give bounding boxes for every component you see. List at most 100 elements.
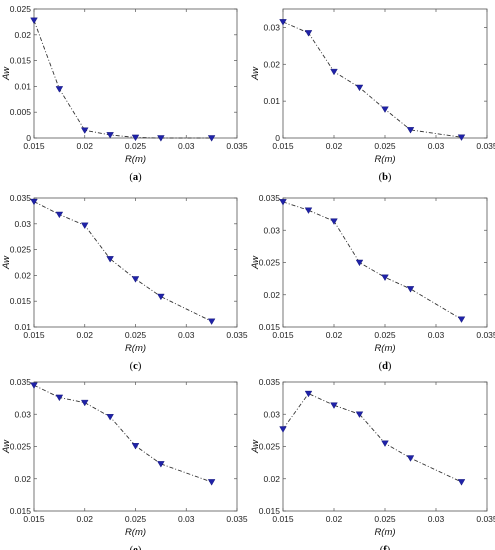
y-tick-label: 0.015 — [10, 506, 32, 516]
data-point — [157, 293, 165, 301]
x-tick-label: 0.025 — [374, 514, 396, 524]
data-point — [304, 390, 313, 398]
x-tick-label: 0.02 — [326, 514, 343, 524]
y-axis-label: Aw — [1, 255, 12, 270]
y-axis-label: Aw — [250, 66, 261, 81]
y-tick-label: 0.02 — [14, 474, 31, 484]
x-tick-label: 0.035 — [226, 141, 248, 151]
y-tick-label: 0 — [26, 133, 31, 143]
panel-label: (f) — [380, 545, 391, 550]
data-point — [381, 106, 389, 113]
data-point — [279, 19, 287, 26]
data-point — [304, 207, 313, 214]
x-tick-label: 0.03 — [428, 330, 445, 340]
data-point — [55, 86, 64, 93]
data-point — [381, 274, 389, 281]
panel-label: (c) — [130, 361, 142, 372]
data-point — [131, 276, 140, 283]
x-tick-label: 0.025 — [125, 514, 147, 524]
x-axis-label: R(m) — [125, 527, 146, 538]
y-axis-label: Aw — [250, 255, 261, 270]
y-tick-label: 0.015 — [259, 506, 281, 516]
y-tick-label: 0.03 — [263, 409, 280, 419]
chart-panel-f: 0.015 0.02 0.025 0.03 0.035 0.015 0.02 0.025 0.0… — [250, 377, 495, 550]
data-point — [406, 286, 415, 293]
x-tick-label: 0.035 — [476, 330, 495, 340]
data-point — [330, 218, 338, 225]
data-point — [381, 440, 389, 447]
x-tick-label: 0.03 — [428, 514, 445, 524]
y-axis-label: Aw — [1, 66, 12, 81]
y-tick-label: 0.035 — [10, 193, 32, 203]
x-tick-label: 0.035 — [226, 330, 248, 340]
x-tick-label: 0.015 — [23, 514, 45, 524]
x-axis-label: R(m) — [374, 527, 395, 538]
x-tick-label: 0.025 — [125, 141, 147, 151]
y-tick-label: 0.02 — [263, 59, 280, 69]
y-tick-label: 0.025 — [10, 4, 32, 14]
data-point — [157, 461, 165, 468]
x-tick-label: 0.03 — [428, 141, 445, 151]
x-tick-label: 0.02 — [326, 141, 343, 151]
chart-panel-d: 0.015 0.02 0.025 0.03 0.035 0.015 0.02 0.025 0.0… — [250, 193, 495, 372]
y-tick-label: 0.035 — [259, 377, 281, 387]
data-point — [81, 127, 89, 134]
y-tick-label: 0.01 — [14, 81, 31, 91]
x-tick-label: 0.035 — [226, 514, 248, 524]
data-point — [81, 399, 89, 407]
plot-frame — [33, 197, 238, 328]
y-tick-label: 0.03 — [263, 22, 280, 32]
y-tick-label: 0.025 — [259, 258, 281, 268]
y-tick-label: 0.035 — [10, 377, 32, 387]
data-point — [55, 211, 64, 219]
data-point — [457, 134, 466, 141]
chart-panel-c: 0.015 0.02 0.025 0.03 0.0350.010.0150.020.02… — [1, 193, 248, 372]
y-tick-label: 0.01 — [263, 96, 280, 106]
y-tick-label: 0.025 — [10, 442, 32, 452]
x-tick-label: 0.02 — [76, 330, 93, 340]
panel-label: (e) — [130, 545, 142, 550]
y-tick-label: 0.03 — [263, 225, 280, 235]
data-point — [330, 68, 338, 76]
data-point — [304, 30, 313, 37]
x-tick-label: 0.015 — [23, 141, 45, 151]
data-point — [106, 414, 114, 421]
y-tick-label: 0.01 — [14, 322, 31, 332]
x-axis-label: R(m) — [125, 154, 146, 165]
x-tick-label: 0.03 — [178, 330, 195, 340]
data-point — [457, 316, 466, 323]
y-tick-label: 0.035 — [259, 193, 281, 203]
x-tick-label: 0.02 — [76, 141, 93, 151]
data-point — [457, 479, 466, 486]
data-point — [355, 84, 364, 92]
x-tick-label: 0.025 — [374, 330, 396, 340]
data-point — [207, 318, 216, 325]
x-tick-label: 0.015 — [272, 514, 294, 524]
plot-frame — [33, 8, 238, 139]
y-tick-label: 0.03 — [14, 219, 31, 229]
x-tick-label: 0.025 — [125, 330, 147, 340]
x-tick-label: 0.035 — [476, 141, 495, 151]
y-tick-label: 0.03 — [14, 409, 31, 419]
y-tick-label: 0.02 — [263, 474, 280, 484]
y-tick-label: 0.015 — [10, 296, 32, 306]
x-tick-label: 0.035 — [476, 514, 495, 524]
data-point — [30, 198, 38, 206]
chart-panel-a: 0.015 0.02 0.025 0.03 0.035 0 0.005 0.01 0.015 0.… — [1, 4, 248, 183]
x-tick-label: 0.015 — [272, 330, 294, 340]
data-point — [30, 17, 38, 24]
data-point — [406, 127, 415, 134]
data-point — [55, 394, 64, 402]
data-point — [406, 455, 415, 462]
data-point — [131, 443, 140, 450]
data-point — [106, 256, 114, 263]
data-point — [355, 411, 364, 418]
data-point — [157, 135, 165, 142]
data-point — [30, 382, 38, 389]
x-tick-label: 0.03 — [178, 514, 195, 524]
data-point — [207, 479, 216, 486]
x-tick-label: 0.015 — [23, 330, 45, 340]
data-point — [279, 199, 287, 206]
data-point — [131, 134, 140, 142]
